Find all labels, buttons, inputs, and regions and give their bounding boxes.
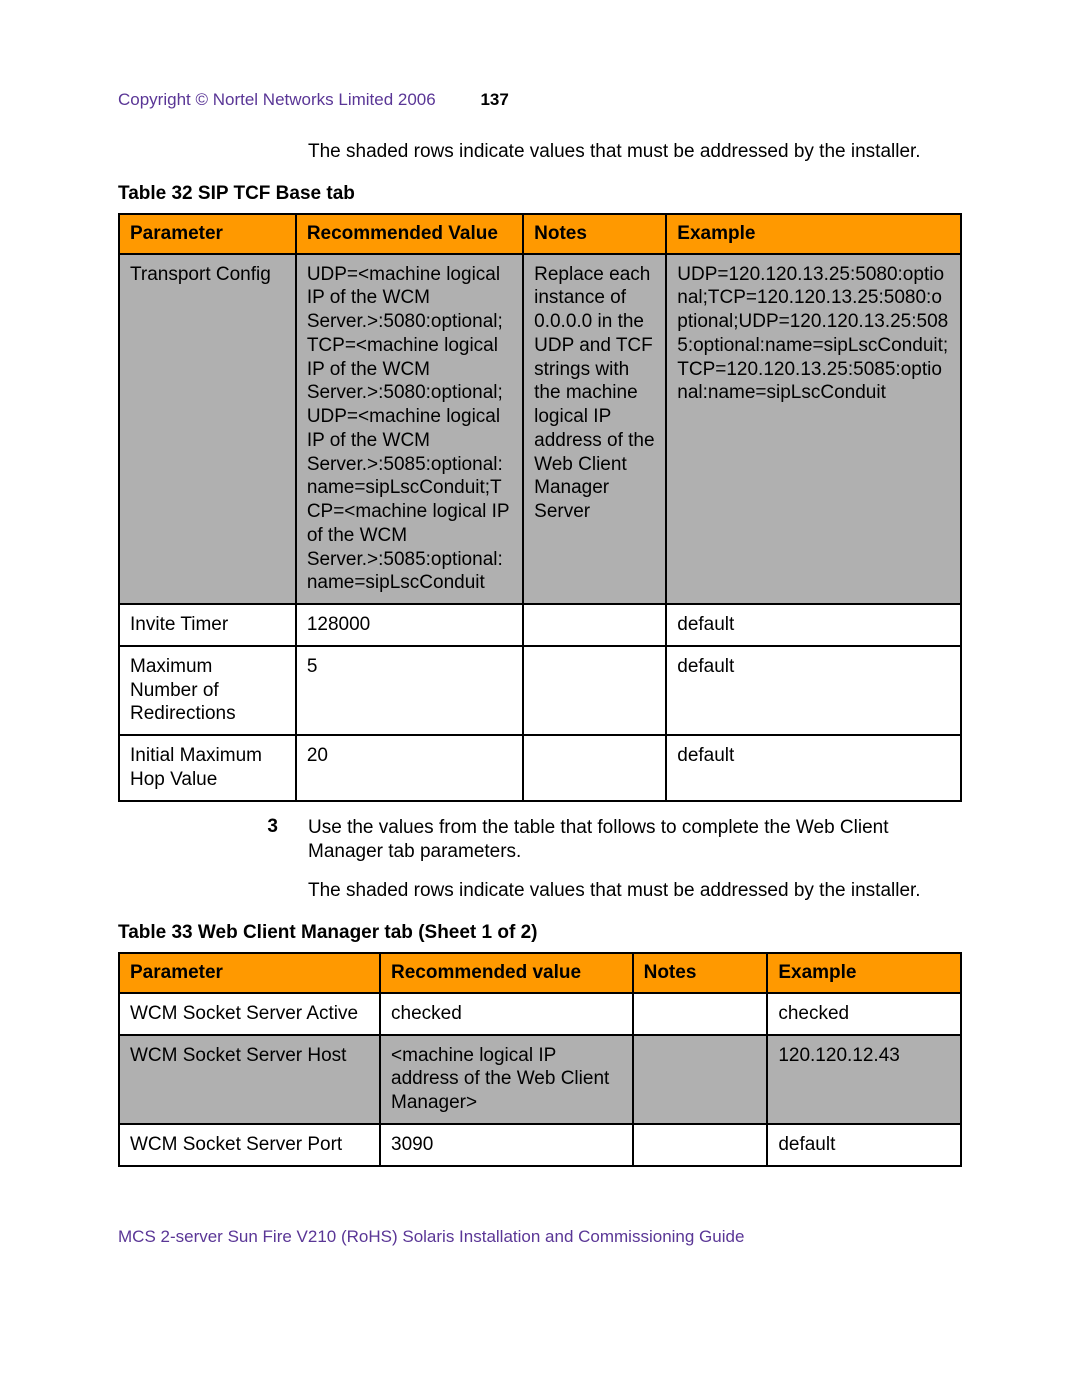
intro-paragraph-2: The shaded rows indicate values that mus… xyxy=(308,879,962,904)
document-page: Copyright © Nortel Networks Limited 2006… xyxy=(0,0,1080,1307)
cell: 3090 xyxy=(380,1124,633,1166)
step-3: 3 Use the values from the table that fol… xyxy=(118,816,962,865)
footer-text: MCS 2-server Sun Fire V210 (RoHS) Solari… xyxy=(118,1227,962,1247)
table32-col-parameter: Parameter xyxy=(119,214,296,254)
cell: 5 xyxy=(296,646,523,735)
table33-col-parameter: Parameter xyxy=(119,953,380,993)
table33-header-row: Parameter Recommended value Notes Exampl… xyxy=(119,953,961,993)
cell: Maximum Number of Redirections xyxy=(119,646,296,735)
step-text: Use the values from the table that follo… xyxy=(308,816,962,865)
table32-caption: Table 32 SIP TCF Base tab xyxy=(118,183,962,205)
copyright-text: Copyright © Nortel Networks Limited 2006 xyxy=(118,90,436,109)
table32-col-notes: Notes xyxy=(523,214,666,254)
table-row: Maximum Number of Redirections 5 default xyxy=(119,646,961,735)
table-row: WCM Socket Server Host <machine logical … xyxy=(119,1035,961,1124)
cell: checked xyxy=(767,993,961,1035)
cell xyxy=(523,604,666,646)
table-row: WCM Socket Server Active checked checked xyxy=(119,993,961,1035)
cell: WCM Socket Server Port xyxy=(119,1124,380,1166)
cell: default xyxy=(767,1124,961,1166)
cell: WCM Socket Server Active xyxy=(119,993,380,1035)
cell: checked xyxy=(380,993,633,1035)
cell: default xyxy=(666,735,961,801)
cell: 120.120.12.43 xyxy=(767,1035,961,1124)
step-number: 3 xyxy=(118,816,308,865)
table-row: WCM Socket Server Port 3090 default xyxy=(119,1124,961,1166)
table-row: Invite Timer 128000 default xyxy=(119,604,961,646)
cell: default xyxy=(666,604,961,646)
cell: Transport Config xyxy=(119,254,296,605)
cell xyxy=(633,1035,768,1124)
cell: 20 xyxy=(296,735,523,801)
cell xyxy=(523,646,666,735)
cell: Initial Maximum Hop Value xyxy=(119,735,296,801)
cell: Invite Timer xyxy=(119,604,296,646)
table33: Parameter Recommended value Notes Exampl… xyxy=(118,952,962,1167)
table33-col-notes: Notes xyxy=(633,953,768,993)
cell: 128000 xyxy=(296,604,523,646)
table32-col-recommended: Recommended Value xyxy=(296,214,523,254)
table33-col-example: Example xyxy=(767,953,961,993)
cell: UDP=120.120.13.25:5080:optional;TCP=120.… xyxy=(666,254,961,605)
cell: UDP=<machine logical IP of the WCM Serve… xyxy=(296,254,523,605)
cell: Replace each instance of 0.0.0.0 in the … xyxy=(523,254,666,605)
cell: WCM Socket Server Host xyxy=(119,1035,380,1124)
table33-caption: Table 33 Web Client Manager tab (Sheet 1… xyxy=(118,922,962,944)
intro-paragraph-1: The shaded rows indicate values that mus… xyxy=(308,140,962,165)
table-row: Transport Config UDP=<machine logical IP… xyxy=(119,254,961,605)
cell xyxy=(633,1124,768,1166)
table-row: Initial Maximum Hop Value 20 default xyxy=(119,735,961,801)
page-number: 137 xyxy=(480,90,508,109)
cell xyxy=(633,993,768,1035)
table32-header-row: Parameter Recommended Value Notes Exampl… xyxy=(119,214,961,254)
page-header: Copyright © Nortel Networks Limited 2006… xyxy=(118,90,962,110)
table32: Parameter Recommended Value Notes Exampl… xyxy=(118,213,962,802)
cell xyxy=(523,735,666,801)
table32-col-example: Example xyxy=(666,214,961,254)
cell: default xyxy=(666,646,961,735)
cell: <machine logical IP address of the Web C… xyxy=(380,1035,633,1124)
table33-col-recommended: Recommended value xyxy=(380,953,633,993)
